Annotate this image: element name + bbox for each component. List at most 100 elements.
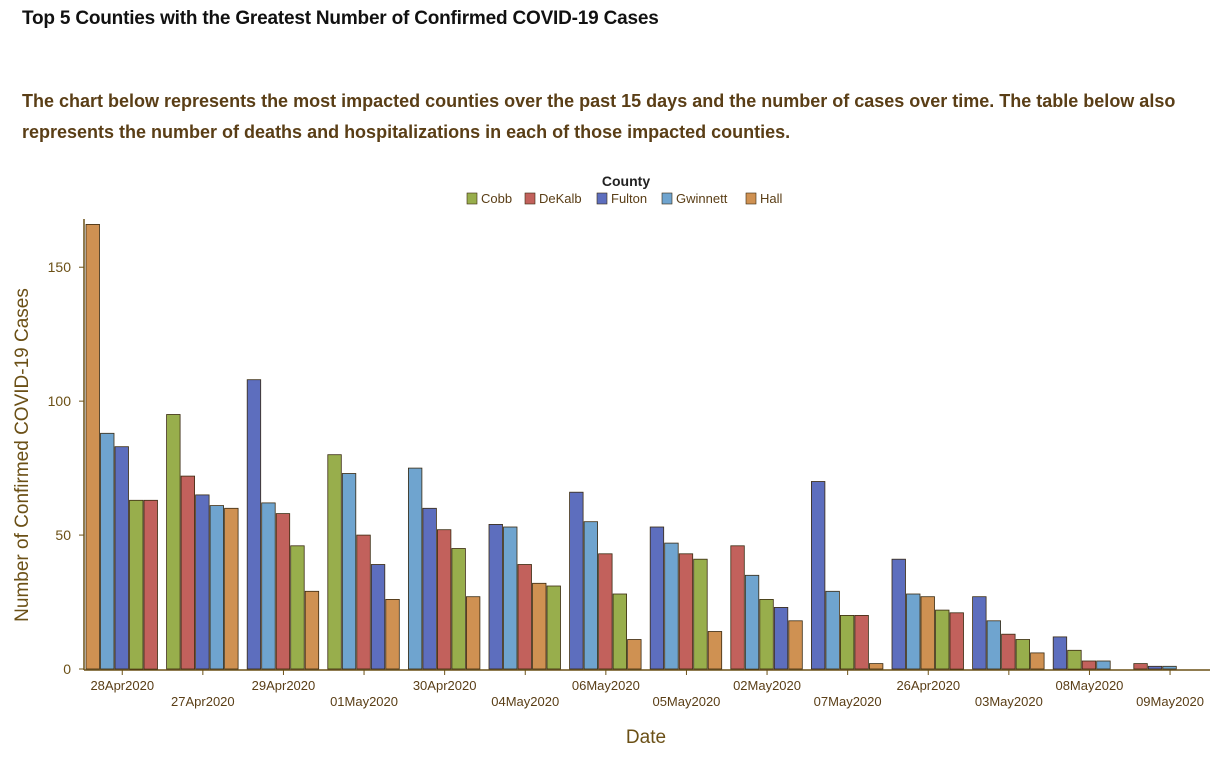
bar-gwinnett-26Apr2020: [906, 593, 921, 670]
bar-hall-26Apr2020: [920, 596, 935, 670]
bar-cobb-27Apr2020: [166, 414, 181, 670]
legend-label-dekalb: DeKalb: [539, 191, 582, 206]
x-tick-label: 04May2020: [491, 694, 559, 709]
bar-cobb-05May2020: [693, 558, 708, 670]
bar-fulton-29Apr2020: [246, 379, 262, 670]
bar-fulton-05May2020: [649, 526, 665, 670]
bar-gwinnett-02May2020: [744, 574, 760, 670]
bar-fulton-01May2020: [370, 564, 386, 670]
bar-cobb-30Apr2020: [451, 548, 466, 670]
x-tick-label: 30Apr2020: [413, 678, 477, 693]
legend-swatch-hall: [745, 192, 757, 205]
y-tick-label: 50: [55, 527, 71, 543]
bar-fulton-08May2020: [1052, 636, 1068, 670]
bar-fulton-09May2020: [1147, 665, 1163, 670]
bar-fulton-02May2020: [773, 607, 789, 670]
x-tick-label: 07May2020: [814, 694, 882, 709]
bar-hall-07May2020: [869, 663, 884, 670]
bar-gwinnett-07May2020: [825, 590, 840, 670]
bar-dekalb-26Apr2020: [949, 612, 964, 670]
legend-label-gwinnett: Gwinnett: [676, 191, 728, 206]
page-title: Top 5 Counties with the Greatest Number …: [22, 8, 659, 29]
bar-gwinnett-28Apr2020: [100, 432, 115, 670]
x-tick-label: 09May2020: [1136, 694, 1204, 709]
bar-hall-29Apr2020: [304, 590, 320, 670]
bar-hall-27Apr2020: [224, 507, 239, 670]
bar-hall-05May2020: [707, 631, 723, 670]
bar-fulton-26Apr2020: [891, 558, 906, 670]
legend-swatch-cobb: [466, 192, 478, 205]
chart-description: The chart below represents the most impa…: [22, 91, 1176, 142]
x-tick-label: 29Apr2020: [252, 678, 316, 693]
legend-swatch-dekalb: [524, 192, 536, 205]
bar-gwinnett-27Apr2020: [209, 505, 225, 670]
x-tick-label: 02May2020: [733, 678, 801, 693]
bar-cobb-06May2020: [612, 593, 627, 670]
bar-dekalb-06May2020: [598, 553, 613, 670]
bar-gwinnett-06May2020: [583, 521, 598, 670]
bar-fulton-03May2020: [972, 596, 987, 670]
bar-cobb-26Apr2020: [935, 609, 950, 670]
y-tick-label: 0: [63, 661, 71, 677]
bar-hall-01May2020: [385, 599, 400, 670]
bar-dekalb-08May2020: [1081, 660, 1097, 670]
bar-fulton-28Apr2020: [114, 446, 129, 670]
bar-cobb-28Apr2020: [129, 499, 144, 670]
bar-gwinnett-04May2020: [503, 526, 518, 670]
x-tick-label: 27Apr2020: [171, 694, 235, 709]
y-axis-title: Number of Confirmed COVID-19 Cases: [12, 288, 33, 622]
bar-fulton-06May2020: [569, 491, 584, 670]
bar-fulton-27Apr2020: [195, 494, 210, 670]
bar-hall-30Apr2020: [465, 596, 481, 670]
x-tick-label: 05May2020: [652, 694, 720, 709]
bar-dekalb-02May2020: [730, 545, 745, 670]
bar-dekalb-01May2020: [356, 534, 371, 670]
x-tick-label: 08May2020: [1055, 678, 1123, 693]
legend-label-fulton: Fulton: [611, 191, 647, 206]
bar-hall-04May2020: [532, 582, 547, 670]
bar-dekalb-07May2020: [854, 615, 869, 670]
bar-gwinnett-08May2020: [1096, 660, 1111, 670]
bar-gwinnett-30Apr2020: [407, 467, 423, 670]
x-tick-label: 01May2020: [330, 694, 398, 709]
legend-label-cobb: Cobb: [481, 191, 512, 206]
bar-gwinnett-03May2020: [986, 620, 1001, 670]
bar-dekalb-04May2020: [517, 564, 532, 670]
bar-hall-03May2020: [1030, 652, 1045, 670]
bar-dekalb-09May2020: [1133, 663, 1148, 670]
bar-dekalb-03May2020: [1001, 633, 1016, 670]
bar-fulton-04May2020: [488, 524, 503, 670]
y-tick-label: 150: [48, 259, 72, 275]
bar-hall-02May2020: [788, 620, 803, 670]
bar-dekalb-28Apr2020: [143, 499, 158, 670]
bar-dekalb-29Apr2020: [275, 513, 291, 670]
bar-gwinnett-29Apr2020: [261, 502, 276, 670]
x-tick-label: 06May2020: [572, 678, 640, 693]
x-tick-label: 28Apr2020: [90, 678, 154, 693]
bar-cobb-08May2020: [1067, 649, 1082, 670]
bar-gwinnett-09May2020: [1162, 665, 1177, 670]
bar-hall-28Apr2020: [85, 223, 100, 670]
bar-gwinnett-05May2020: [664, 542, 679, 670]
bar-gwinnett-01May2020: [341, 473, 357, 670]
y-tick-label: 100: [48, 393, 72, 409]
bar-cobb-04May2020: [546, 585, 561, 670]
bar-cobb-07May2020: [840, 615, 855, 670]
bar-dekalb-27Apr2020: [180, 475, 196, 670]
bar-cobb-29Apr2020: [290, 545, 305, 670]
bar-dekalb-30Apr2020: [436, 529, 452, 670]
bar-cobb-01May2020: [327, 454, 342, 670]
legend-swatch-gwinnett: [661, 192, 673, 205]
legend-title: County: [602, 173, 650, 189]
bar-fulton-30Apr2020: [422, 507, 437, 670]
bar-cobb-03May2020: [1015, 639, 1030, 670]
legend-label-hall: Hall: [760, 191, 783, 206]
x-tick-label: 03May2020: [975, 694, 1043, 709]
bar-hall-06May2020: [627, 639, 642, 670]
legend-swatch-fulton: [596, 192, 608, 205]
bar-dekalb-05May2020: [678, 553, 694, 670]
bar-fulton-07May2020: [811, 481, 826, 670]
bar-cobb-02May2020: [759, 599, 774, 670]
x-axis-title: Date: [626, 727, 666, 748]
